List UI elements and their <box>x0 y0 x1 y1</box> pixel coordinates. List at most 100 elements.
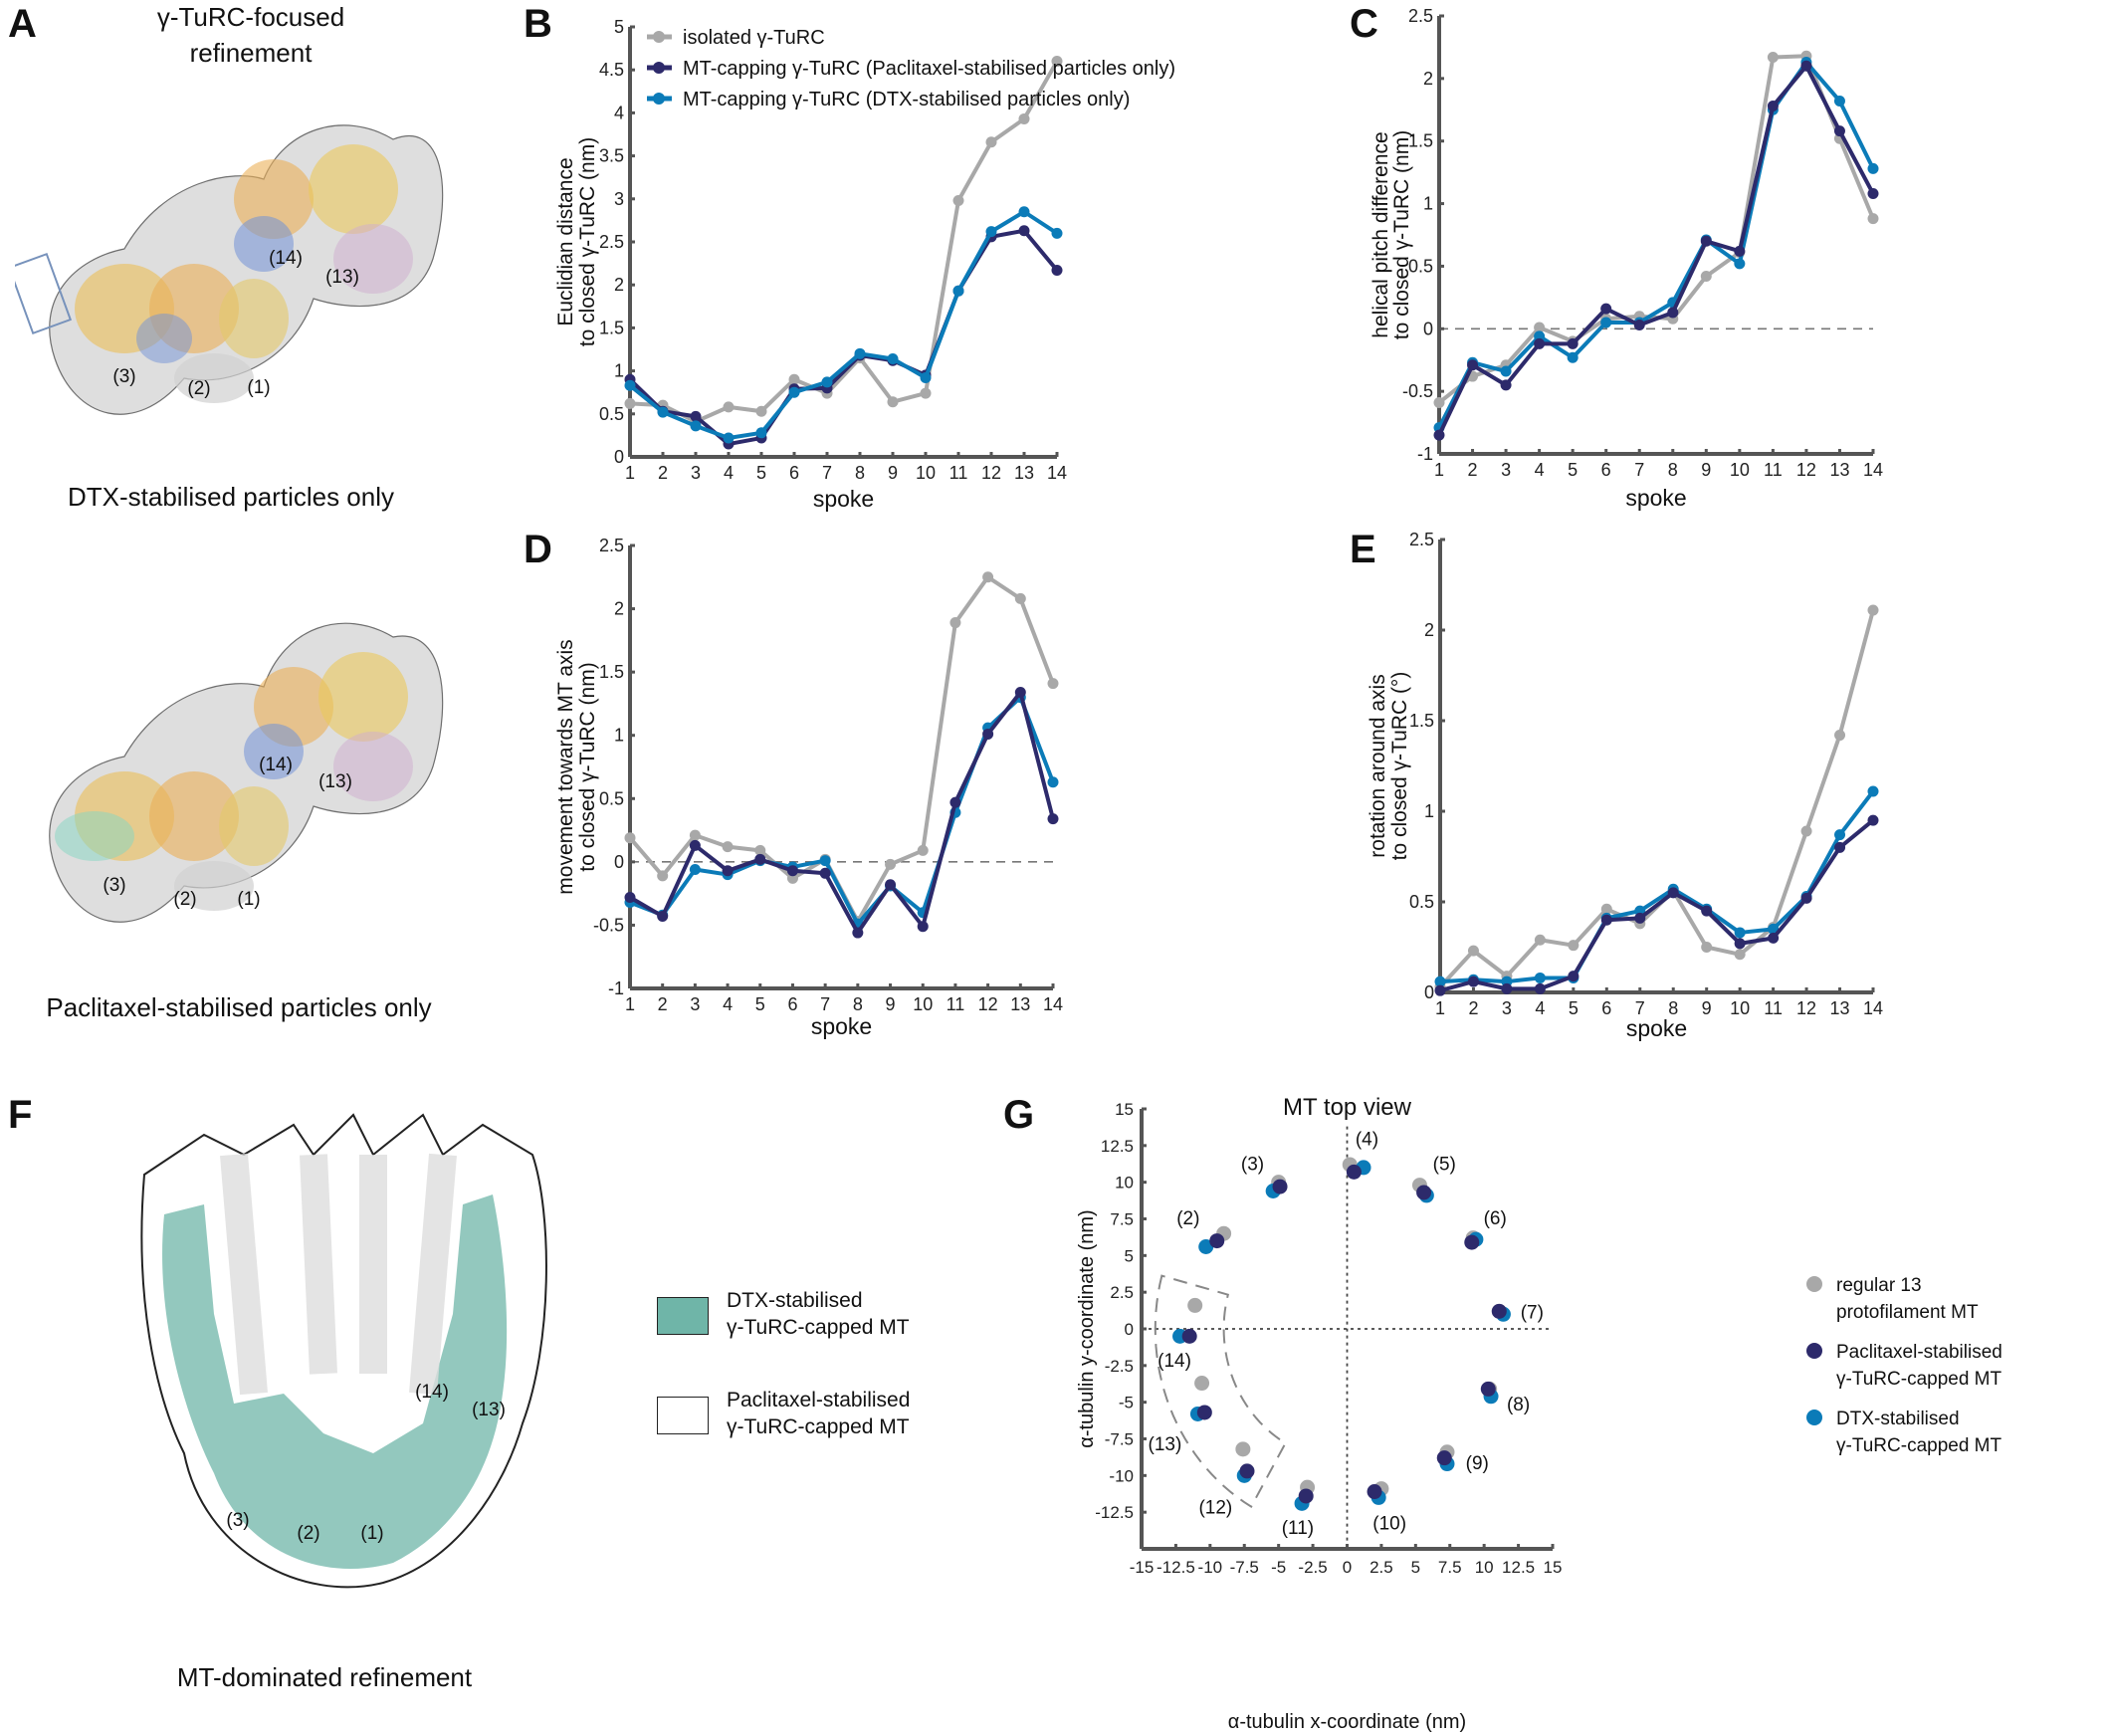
legend-label-paclitaxel: γ-TuRC-capped MT <box>1836 1369 2002 1390</box>
data-point-isolated <box>985 136 997 148</box>
legend-marker-paclitaxel <box>653 62 665 74</box>
data-point-paclitaxel <box>689 839 701 851</box>
y-tick-label: -2.5 <box>1105 1357 1134 1376</box>
data-point-paclitaxel <box>1501 982 1513 994</box>
series-line-dtx <box>1439 789 1875 984</box>
data-point-paclitaxel <box>1600 914 1612 926</box>
x-axis-label: spoke <box>1626 1015 1687 1041</box>
data-point-isolated <box>1051 56 1063 68</box>
scatter-point-dtx <box>1198 1238 1214 1254</box>
spoke-label: (14) <box>269 248 303 269</box>
data-point-paclitaxel <box>852 927 864 939</box>
data-point-dtx <box>1047 776 1059 788</box>
data-point-dtx <box>920 372 932 384</box>
data-point-isolated <box>1701 942 1713 953</box>
data-point-dtx <box>854 347 866 359</box>
data-point-dtx <box>1867 162 1879 174</box>
x-tick-label: 4 <box>724 463 734 483</box>
data-point-dtx <box>755 427 767 439</box>
x-tick-label: 0 <box>1343 1558 1352 1577</box>
spoke-point-label: (2) <box>1176 1208 1199 1229</box>
x-tick-label: -7.5 <box>1230 1558 1259 1577</box>
x-tick-label: 4 <box>1535 998 1545 1018</box>
spoke-label: (13) <box>472 1400 506 1420</box>
x-tick-label: 7 <box>1634 460 1644 480</box>
scatter-point-paclitaxel <box>1491 1303 1507 1319</box>
data-point-paclitaxel <box>754 853 766 865</box>
scatter-point-paclitaxel <box>1464 1234 1480 1250</box>
data-point-isolated <box>1568 940 1579 952</box>
data-point-isolated <box>1734 949 1746 961</box>
data-point-isolated <box>624 397 636 409</box>
x-tick-label: 5 <box>755 994 765 1014</box>
y-tick-label: 1.5 <box>1408 131 1433 151</box>
data-point-dtx <box>788 386 800 398</box>
data-point-paclitaxel <box>1467 359 1479 371</box>
y-axis-label: rotation around axis <box>1367 674 1389 857</box>
y-tick-label: 12.5 <box>1101 1137 1134 1156</box>
y-tick-label: 2.5 <box>599 536 624 555</box>
scatter-point-paclitaxel <box>1436 1450 1452 1466</box>
data-point-isolated <box>920 387 932 399</box>
data-point-isolated <box>952 195 964 207</box>
data-point-paclitaxel <box>1734 938 1746 950</box>
x-tick-label: 8 <box>853 994 863 1014</box>
data-point-isolated <box>1867 604 1879 616</box>
data-point-isolated <box>1867 213 1879 225</box>
spoke-point-label: (13) <box>1149 1434 1182 1455</box>
x-tick-label: 12 <box>1796 460 1816 480</box>
data-point-paclitaxel <box>1867 188 1879 200</box>
spoke-label: (1) <box>237 889 261 910</box>
series-line-paclitaxel <box>628 690 1055 936</box>
scatter-point-isolated <box>1235 1441 1251 1457</box>
data-point-isolated <box>754 844 766 856</box>
series-line-paclitaxel <box>628 228 1059 447</box>
y-tick-label: 0.5 <box>1408 256 1433 276</box>
x-tick-label: 12 <box>1796 998 1816 1018</box>
x-tick-label: 7 <box>822 463 832 483</box>
x-axis-label: spoke <box>811 1013 872 1039</box>
x-tick-label: 12 <box>978 994 998 1014</box>
data-point-paclitaxel <box>624 891 636 903</box>
data-point-isolated <box>1047 678 1059 690</box>
data-point-isolated <box>657 870 669 882</box>
y-tick-label: -5 <box>1119 1394 1134 1412</box>
x-tick-label: 9 <box>886 994 896 1014</box>
panel-letter-e: E <box>1350 528 1376 571</box>
x-tick-label: 7 <box>820 994 830 1014</box>
data-point-isolated <box>949 617 961 629</box>
data-point-isolated <box>723 401 735 413</box>
spoke-point-label: (10) <box>1372 1513 1406 1534</box>
y-tick-label: -10 <box>1109 1466 1134 1485</box>
data-point-dtx <box>690 420 702 432</box>
x-tick-label: 11 <box>947 994 965 1014</box>
data-point-paclitaxel <box>657 911 669 923</box>
y-tick-label: 2.5 <box>599 232 624 252</box>
data-point-dtx <box>1051 227 1063 239</box>
legend-label-dtx: MT-capping γ-TuRC (DTX-stabilised partic… <box>683 89 1130 110</box>
series-line-paclitaxel <box>1439 818 1875 993</box>
scatter-point-paclitaxel <box>1181 1328 1197 1344</box>
data-point-paclitaxel <box>1500 379 1512 391</box>
data-point-paclitaxel <box>1768 932 1780 944</box>
data-point-paclitaxel <box>1568 971 1579 982</box>
legend-swatch-dtx <box>657 1297 709 1335</box>
legend-line: Paclitaxel-stabilised <box>727 1389 911 1411</box>
x-tick-label: 14 <box>1047 463 1067 483</box>
chart-g: -15 -12.5 -10 -7.5 -5 -2.5 0 2.5 5 7.5 10 12.5 15-12… <box>1076 1094 2002 1733</box>
data-point-paclitaxel <box>1667 307 1679 319</box>
y-tick-label: 4.5 <box>599 60 624 80</box>
y-tick-label: 0 <box>1423 319 1433 338</box>
spoke-point-label: (5) <box>1433 1155 1456 1176</box>
x-tick-label: 15 <box>1544 1558 1563 1577</box>
x-tick-label: 10 <box>1475 1558 1494 1577</box>
x-tick-label: 2.5 <box>1369 1558 1393 1577</box>
data-point-paclitaxel <box>690 410 702 422</box>
data-point-paclitaxel <box>917 921 929 933</box>
spoke-point-label: (4) <box>1356 1129 1378 1150</box>
x-tick-label: 3 <box>691 463 701 483</box>
y-tick-label: 2.5 <box>1110 1283 1134 1302</box>
data-point-paclitaxel <box>949 796 961 808</box>
data-point-dtx <box>1534 972 1546 983</box>
